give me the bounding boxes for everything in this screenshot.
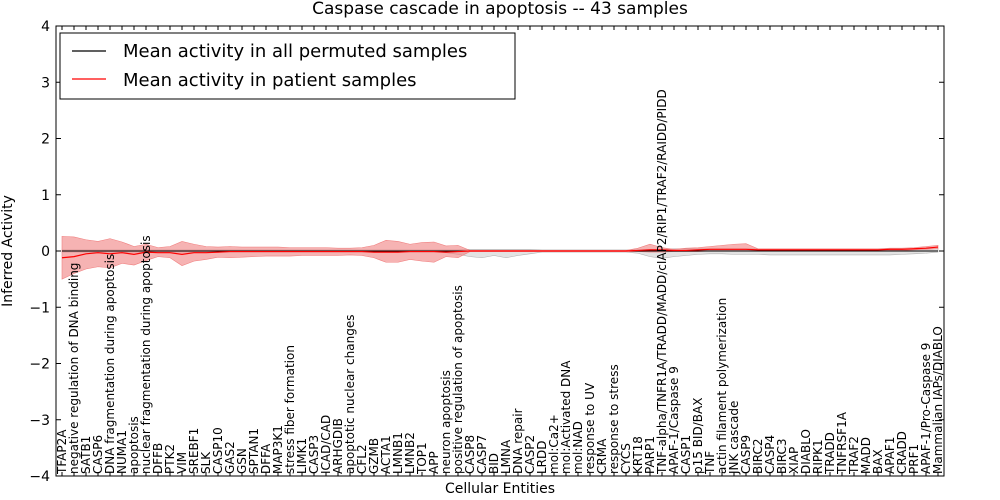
series-lines	[61, 246, 939, 259]
x-tick-label: neuron apoptosis	[439, 370, 453, 474]
x-tick-label: response to stress	[607, 364, 621, 474]
y-tick-label: −2	[29, 357, 50, 373]
x-tick-label: TNFRSF1A	[835, 411, 849, 475]
y-tick-label: 2	[41, 132, 50, 148]
x-tick-label: CFL2	[355, 444, 369, 474]
y-axis: −4 −3 −2 −1 0 1 2 3 4	[29, 19, 944, 485]
x-tick-label: JNK cascade	[727, 401, 741, 475]
x-tick-label: TNF-alpha/TNFR1A/TRADD/MADD/cIAP2/RIP1/T…	[655, 89, 669, 475]
band-patient	[61, 236, 939, 280]
x-tick-label: TOP1	[415, 442, 429, 475]
x-tick-label: CASP1	[679, 435, 693, 474]
x-tick-label: CASP4	[763, 435, 777, 474]
x-tick-label: actin filament polymerization	[715, 298, 729, 474]
x-tick-label: BAX	[871, 449, 885, 474]
x-tick-label: BIRC3	[775, 438, 789, 474]
x-tick-label: PTK2	[163, 444, 177, 474]
x-tick-label: CRADD	[895, 431, 909, 474]
x-tick-label: XIAP	[787, 447, 801, 474]
x-tick-label: PRF1	[907, 444, 921, 474]
x-tick-label: CRMA	[595, 438, 609, 474]
y-tick-label: 1	[41, 188, 50, 204]
x-tick-label: CASP8	[463, 435, 477, 474]
y-tick-label: −1	[29, 300, 50, 316]
x-tick-label: BID	[487, 453, 501, 474]
x-tick-label: Mammalian IAPs/DIABLO	[931, 326, 945, 474]
x-tick-label: RIPK1	[811, 439, 825, 474]
x-tick-label: mol:Activated DNA	[559, 360, 573, 474]
y-tick-label: −3	[29, 413, 50, 429]
x-tick-label: DFFB	[151, 443, 165, 474]
x-tick-label: PARP1	[643, 436, 657, 474]
line-patient	[61, 246, 939, 259]
legend: Mean activity in all permuted samples Me…	[59, 32, 516, 100]
x-tick-label: CASP3	[307, 435, 321, 474]
x-tick-label: BIRC2	[751, 438, 765, 474]
x-tick-label: apoptotic nuclear changes	[343, 315, 357, 474]
x-tick-label: mol:NAD	[571, 421, 585, 474]
x-tick-label: GSN	[235, 448, 249, 474]
x-tick-label: SATB1	[79, 436, 93, 474]
y-tick-label: 0	[41, 244, 50, 260]
x-tick-label: CASP10	[211, 427, 225, 474]
x-tick-label: ACTA1	[379, 435, 393, 474]
x-tick-label: CASP6	[91, 435, 105, 474]
x-tick-label: positive regulation of apoptosis	[451, 285, 465, 474]
x-tick-label: TRADD	[823, 432, 837, 475]
x-tick-label: DFFA	[259, 443, 273, 474]
y-axis-label: Inferred Activity	[0, 195, 16, 307]
x-tick-label: TFAP2A	[55, 429, 69, 475]
x-tick-label: APAF-1/Pro-Caspase 9	[919, 343, 933, 474]
x-tick-label: CYCS	[619, 443, 633, 474]
x-tick-label: p15 BID/BAX	[691, 398, 705, 474]
x-tick-label: SREBF1	[187, 428, 201, 474]
x-tick-label: GAS2	[223, 441, 237, 474]
x-tick-label: APAF1	[883, 437, 897, 474]
x-tick-label: NUMA1	[115, 430, 129, 474]
x-tick-label: GZMB	[367, 438, 381, 474]
x-tick-label: stress fiber formation	[283, 345, 297, 474]
x-tick-label: response to UV	[583, 382, 597, 474]
y-tick-label: 4	[41, 19, 50, 35]
x-tick-label: mol:Ca2+	[547, 414, 561, 474]
x-tick-label: MADD	[859, 437, 873, 474]
x-tick-label: TRAF2	[847, 436, 861, 475]
x-tick-label: CASP2	[523, 435, 537, 474]
x-tick-label: DNA repair	[511, 408, 525, 474]
x-tick-label: ARHGDIB	[331, 418, 345, 474]
x-tick-label: nuclear fragmentation during apoptosis	[139, 235, 153, 474]
y-tick-label: −4	[29, 469, 50, 485]
legend-label-permuted: Mean activity in all permuted samples	[123, 41, 467, 62]
x-axis-label: Cellular Entities	[445, 481, 555, 497]
x-tick-label: TNF	[703, 451, 717, 475]
x-tick-label: APAF-1/Caspase 9	[667, 366, 681, 474]
x-tick-label: DIABLO	[799, 429, 813, 474]
y-tick-label: 3	[41, 75, 50, 91]
x-tick-label: LIMK1	[295, 438, 309, 474]
x-tick-label: apoptosis	[127, 416, 141, 474]
x-tick-label: SPTAN1	[247, 428, 261, 474]
chart-title: Caspase cascade in apoptosis -- 43 sampl…	[312, 0, 688, 19]
x-tick-label: LMNA	[499, 439, 513, 474]
x-tick-label: CASP9	[739, 435, 753, 474]
x-tick-label: MAP3K1	[271, 425, 285, 474]
x-tick-label: VIM	[175, 452, 189, 474]
x-tick-label: negative regulation of DNA binding	[67, 263, 81, 474]
x-tick-label: KRT18	[631, 436, 645, 474]
x-tick-label: LMNB2	[403, 432, 417, 474]
x-tick-label: APP	[427, 451, 441, 474]
x-tick-label: LMNB1	[391, 432, 405, 474]
x-tick-label: SLK	[199, 451, 213, 474]
x-tick-label: DNA fragmentation during apoptosis	[103, 254, 117, 474]
x-tick-label: CASP7	[475, 435, 489, 474]
x-tick-label: LRDD	[535, 440, 549, 474]
x-tick-label: ICAD/CAD	[319, 415, 333, 474]
legend-frame	[59, 32, 516, 100]
legend-label-patient: Mean activity in patient samples	[123, 70, 417, 91]
confidence-bands	[61, 236, 939, 280]
